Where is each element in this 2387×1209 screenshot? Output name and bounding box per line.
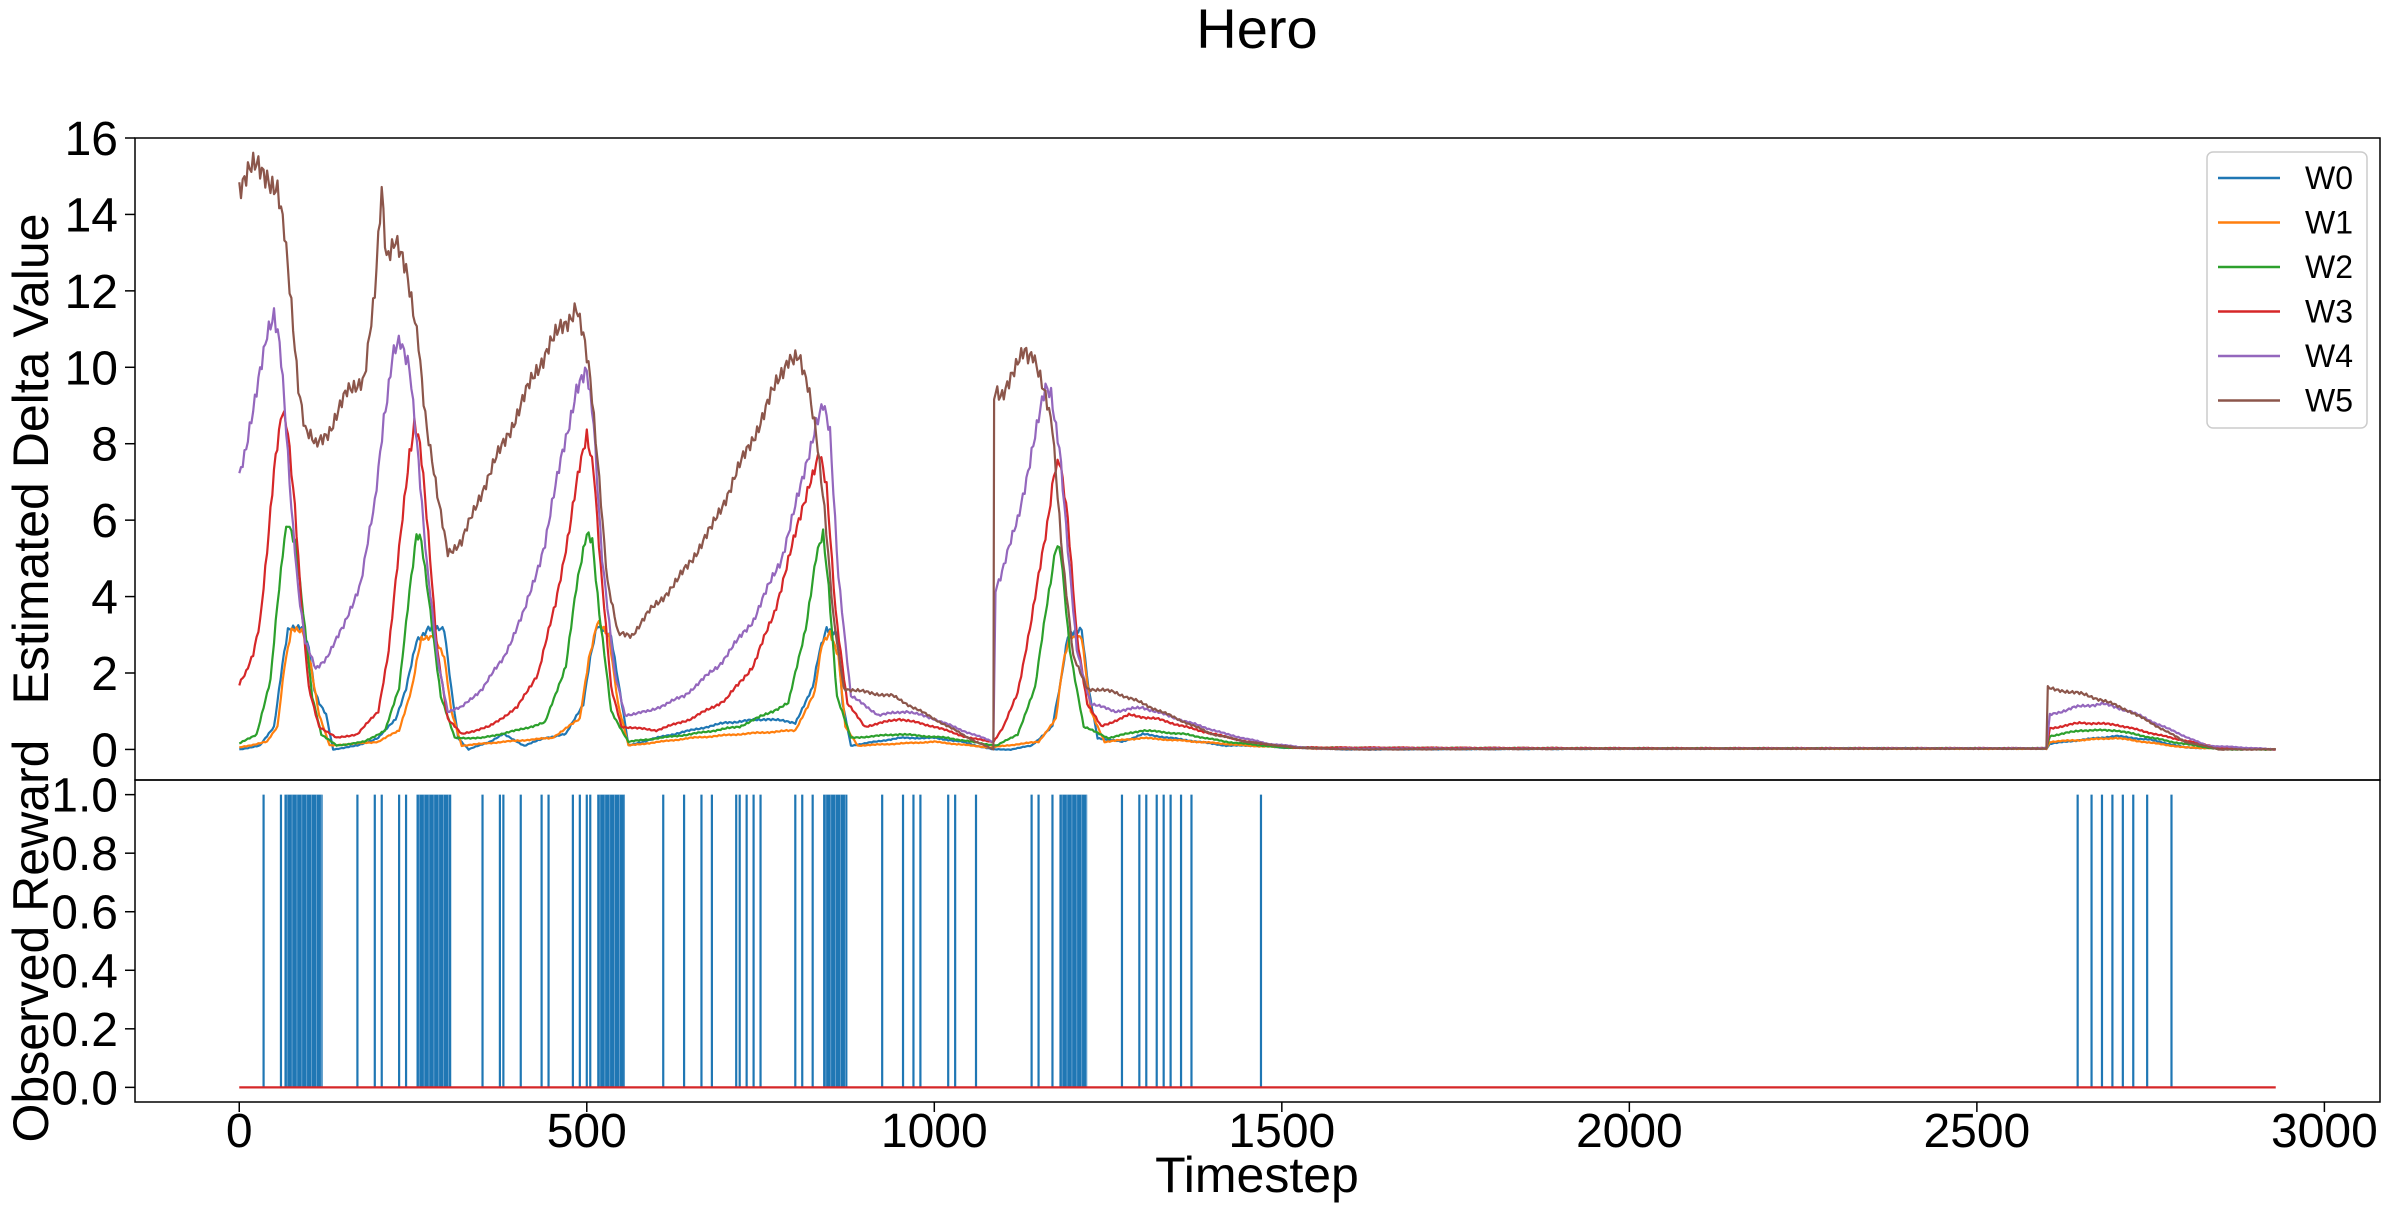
series-line-w3 bbox=[238, 410, 2276, 751]
series-line-w1 bbox=[239, 619, 2276, 751]
x-axis: 0 500 1000 1500 2000 2500 3000 bbox=[226, 1102, 2378, 1158]
x-tick-label: 2000 bbox=[1576, 1105, 1683, 1158]
reward-y-axis: 0.00.2 0.40.6 0.81.0 bbox=[51, 770, 135, 1115]
delta-panel-frame bbox=[134, 137, 2381, 781]
legend-label-w2: W2 bbox=[2305, 249, 2353, 285]
x-tick-label: 1500 bbox=[1228, 1105, 1335, 1158]
delta-y-tick-label: 2 bbox=[91, 648, 118, 701]
reward-y-tick-label: 1.0 bbox=[51, 770, 118, 823]
delta-y-tick-label: 6 bbox=[91, 495, 118, 548]
legend-label-w3: W3 bbox=[2305, 294, 2353, 330]
x-tick-label: 500 bbox=[547, 1105, 627, 1158]
x-tick-label: 0 bbox=[226, 1105, 253, 1158]
legend-label-w4: W4 bbox=[2305, 338, 2353, 374]
reward-y-tick-label: 0.6 bbox=[51, 887, 118, 940]
reward-cluster bbox=[284, 794, 323, 1088]
series-line-w4 bbox=[238, 307, 2276, 751]
x-tick-label: 3000 bbox=[2271, 1105, 2378, 1158]
legend-label-w5: W5 bbox=[2305, 383, 2353, 419]
delta-y-tick-label: 12 bbox=[65, 266, 118, 319]
delta-series-group bbox=[238, 151, 2276, 752]
series-line-w2 bbox=[238, 525, 2276, 752]
reward-y-axis-label: Observed Reward bbox=[3, 740, 59, 1143]
delta-y-tick-label: 4 bbox=[91, 572, 118, 625]
delta-panel: 0 2 4 6 8 10 12 14 16 Estimated Delta Value W0 W1… bbox=[3, 113, 2381, 781]
reward-cluster bbox=[597, 794, 626, 1088]
series-line-w5 bbox=[238, 151, 2276, 751]
legend: W0 W1 W2 W3 W4 W5 bbox=[2206, 151, 2368, 429]
delta-y-tick-label: 0 bbox=[91, 724, 118, 777]
legend-label-w1: W1 bbox=[2305, 205, 2353, 241]
reward-marks-group bbox=[239, 794, 2276, 1089]
reward-cluster bbox=[1059, 794, 1088, 1088]
chart-title: Hero bbox=[1196, 0, 1317, 60]
delta-y-axis-label: Estimated Delta Value bbox=[3, 214, 59, 705]
reward-y-tick-label: 0.8 bbox=[51, 828, 118, 881]
x-axis-label: Timestep bbox=[1155, 1147, 1359, 1203]
x-tick-label: 2500 bbox=[1923, 1105, 2030, 1158]
reward-panel: 0.00.2 0.40.6 0.81.0 Observed Reward bbox=[3, 740, 2381, 1143]
reward-y-tick-label: 0.0 bbox=[51, 1062, 118, 1115]
delta-y-tick-label: 10 bbox=[65, 342, 118, 395]
delta-y-axis: 0 2 4 6 8 10 12 14 16 bbox=[65, 113, 135, 777]
delta-y-tick-label: 14 bbox=[65, 189, 118, 242]
legend-frame bbox=[2206, 151, 2368, 429]
x-tick-label: 1000 bbox=[881, 1105, 988, 1158]
reward-y-tick-label: 0.2 bbox=[51, 1004, 118, 1057]
reward-panel-frame bbox=[134, 779, 2381, 1103]
reward-y-tick-label: 0.4 bbox=[51, 945, 118, 998]
delta-y-tick-label: 16 bbox=[65, 113, 118, 166]
legend-label-w0: W0 bbox=[2305, 160, 2353, 196]
delta-y-tick-label: 8 bbox=[91, 419, 118, 472]
